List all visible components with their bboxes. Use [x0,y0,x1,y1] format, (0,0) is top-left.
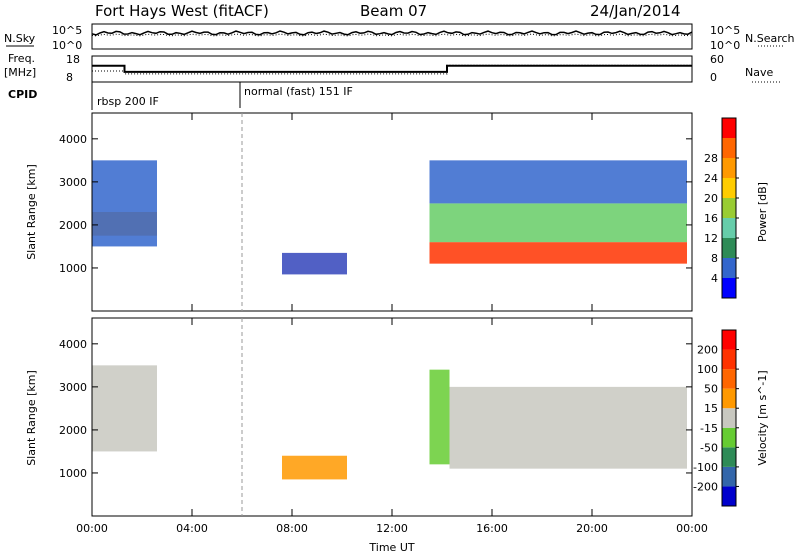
velocity-ytick-label-0: 1000 [59,467,87,480]
nave-label: Nave [745,66,773,79]
velocity-colorbar-tick-1: 100 [697,363,718,376]
velocity-region-0 [92,365,157,452]
power-colorbar-segment-2 [722,238,736,258]
x-axis-title: Time UT [368,541,414,554]
velocity-colorbar-tick-7: -200 [693,480,718,493]
nave-tick-bottom: 0 [710,71,717,84]
velocity-colorbar-tick-5: -50 [700,441,718,454]
nsky-frame [91,23,693,50]
power-region-4 [429,203,687,243]
power-ytick-label-0: 1000 [59,262,87,275]
cpid-label: CPID [8,88,37,101]
nsearch-tick-bottom: 10^0 [710,39,740,52]
power-colorbar-tick-5: 24 [704,172,718,185]
power-colorbar-label: Power [dB] [756,182,769,242]
velocity-xtick-label-0: 00:00 [76,522,108,535]
chart-title: Fort Hays West (fitACF) [95,2,269,20]
power-colorbar-segment-7 [722,138,736,158]
velocity-colorbar-tick-2: 50 [704,383,718,396]
velocity-xtick-label-6: 00:00 [676,522,708,535]
nsky-series [91,30,693,36]
power-colorbar-segment-4 [722,198,736,218]
cpid-segment-0: rbsp 200 IF [97,95,159,108]
velocity-xtick-label-3: 12:00 [376,522,408,535]
velocity-xtick-label-2: 08:00 [276,522,308,535]
strip-marks [91,30,693,75]
power-ytick-label-3: 4000 [59,133,87,146]
velocity-colorbar-segment-7 [722,349,736,370]
velocity-colorbar-tick-4: -15 [700,422,718,435]
nave-tick-top: 60 [710,53,724,66]
velocity-colorbar-tick-3: 15 [704,402,718,415]
velocity-xtick-label-1: 04:00 [176,522,208,535]
velocity-ytick-label-1: 2000 [59,424,87,437]
power-colorbar-segment-8 [722,118,736,138]
freq-tick-bottom: 8 [66,71,73,84]
velocity-colorbar-segment-5 [722,388,736,409]
velocity-region-2 [429,369,450,465]
velocity-colorbar-segment-3 [722,427,736,448]
velocity-xtick-label-4: 16:00 [476,522,508,535]
power-ylabel: Slant Range [km] [25,164,38,260]
velocity-colorbar-segment-4 [722,408,736,428]
nave-series [92,64,692,75]
power-colorbar-segment-0 [722,278,736,298]
velocity-panel: 1000 2000 3000 4000 00:00 04:00 08:00 12:00 16:0… [59,317,739,535]
power-colorbar-tick-1: 8 [711,252,718,265]
date-label: 24/Jan/2014 [590,2,681,20]
power-region-1 [92,160,157,247]
velocity-ytick-label-2: 3000 [59,381,87,394]
freq-series [92,64,692,73]
power-colorbar-segment-5 [722,178,736,198]
velocity-colorbar-segment-0 [722,486,736,506]
velocity-colorbar-label: Velocity [m s^-1] [756,370,769,465]
velocity-colorbar-tick-0: 200 [697,344,718,357]
velocity-colorbar-tick-6: -100 [693,461,718,474]
velocity-colorbar-frame [721,329,737,507]
power-colorbar-tick-0: 4 [711,272,718,285]
velocity-colorbar-segment-6 [722,369,736,389]
power-colorbar-segment-3 [722,218,736,238]
nsky-tick-bottom: 10^0 [52,39,82,52]
power-colorbar-tick-6: 28 [704,152,718,165]
velocity-ylabel: Slant Range [km] [25,370,38,466]
freq-label: Freq. [8,52,35,65]
velocity-xtick-label-5: 20:00 [576,522,608,535]
power-region-2 [282,252,347,275]
power-ytick-label-2: 3000 [59,176,87,189]
cpid-segment-1: normal (fast) 151 IF [244,85,353,98]
velocity-colorbar-segment-1 [722,466,736,487]
freq-frame [91,55,693,83]
velocity-region-1 [282,455,347,480]
power-colorbar-tick-4: 20 [704,192,718,205]
freq-tick-top: 18 [66,53,80,66]
power-region-3 [429,242,687,264]
power-colorbar-tick-2: 12 [704,232,718,245]
power-colorbar-segment-6 [722,158,736,178]
nsky-label: N.Sky [4,32,36,45]
beam-label: Beam 07 [360,2,427,20]
power-panel: 1000 2000 3000 4000 4 8 12 16 20 24 28 [59,112,739,312]
velocity-colorbar-segment-8 [722,330,736,350]
power-colorbar-tick-3: 16 [704,212,718,225]
power-ytick-label-1: 2000 [59,219,87,232]
velocity-region-3 [449,386,687,469]
velocity-ytick-label-3: 4000 [59,338,87,351]
power-colorbar-frame [721,117,737,299]
nsearch-tick-top: 10^5 [710,24,740,37]
freq-unit: [MHz] [4,66,36,79]
power-region-5 [429,160,687,204]
nsky-tick-top: 10^5 [52,24,82,37]
velocity-colorbar-segment-2 [722,447,736,467]
power-colorbar-segment-1 [722,258,736,278]
nsearch-label: N.Search [745,32,795,45]
